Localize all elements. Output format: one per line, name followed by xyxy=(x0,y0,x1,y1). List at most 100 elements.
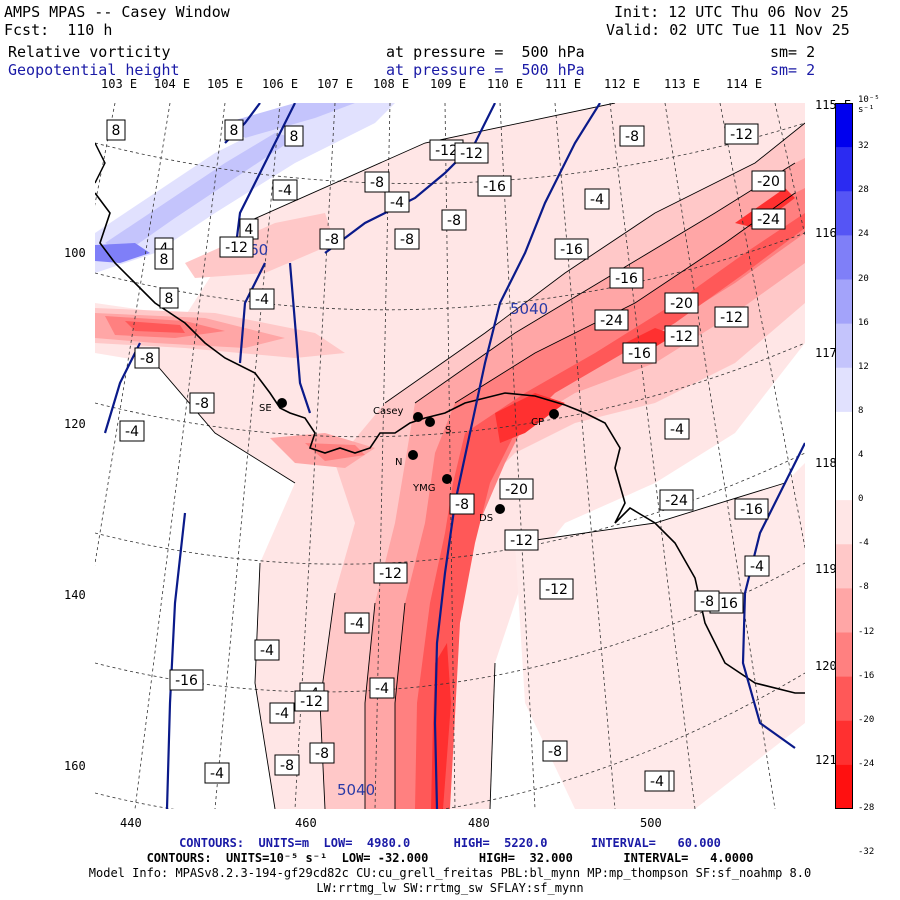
vorticity-label: -8 xyxy=(370,175,384,191)
colorbar-tick-label: 32 xyxy=(858,141,869,152)
vorticity-label: -4 xyxy=(260,643,274,659)
vorticity-label: -4 xyxy=(350,616,364,632)
vorticity-label: -4 xyxy=(590,192,604,208)
vorticity-label-box xyxy=(751,208,786,230)
colorbar-segment xyxy=(835,235,853,280)
vorticity-label-box xyxy=(694,590,720,612)
vorticity-label: -12 xyxy=(460,146,483,162)
colorbar-segment xyxy=(835,500,853,545)
vorticity-label: -16 xyxy=(740,502,763,518)
field2-level: at pressure = 500 hPa xyxy=(386,61,585,79)
coastline xyxy=(95,192,805,694)
vorticity-label: -16 xyxy=(175,673,198,689)
vorticity-label: -12 xyxy=(730,127,753,143)
station-label-se: SE xyxy=(259,403,272,414)
vorticity-label-box xyxy=(272,179,298,201)
vorticity-label: -8 xyxy=(140,351,154,367)
colorbar-tick-label: -32 xyxy=(858,847,875,858)
vorticity-label: -20 xyxy=(670,296,693,312)
vorticity-label-box xyxy=(189,392,215,414)
vorticity-label-box xyxy=(309,742,335,764)
station-label-ymg: YMG xyxy=(412,483,436,494)
station-dot xyxy=(425,417,435,427)
vorticity-label: -8 xyxy=(400,232,414,248)
colorbar-tick-label: 28 xyxy=(858,185,869,196)
colorbar-segment xyxy=(835,456,853,501)
lon-label: 111 E xyxy=(545,77,582,91)
colorbar-tick-label: 4 xyxy=(858,450,864,460)
vorticity-label-box xyxy=(154,248,174,270)
model-title: AMPS MPAS -- Casey Window xyxy=(4,3,230,21)
vorticity-label-box xyxy=(294,690,329,712)
vorticity-label-box xyxy=(751,170,786,192)
vorticity-label-box xyxy=(664,325,699,347)
vorticity-label: -4 xyxy=(375,681,389,697)
colorbar-tick-label: -12 xyxy=(858,626,875,637)
vorticity-label-box xyxy=(477,175,512,197)
vorticity-label: -4 xyxy=(278,183,292,199)
y-tick-120: 120 xyxy=(64,417,86,431)
vorticity-label: 8 xyxy=(230,123,239,139)
vorticity-label: -4 xyxy=(750,559,764,575)
station-label-ds: DS xyxy=(479,513,493,524)
colorbar-tick-label: 24 xyxy=(858,229,869,240)
vorticity-label-box xyxy=(659,489,694,511)
vorticity-label-box xyxy=(609,267,644,289)
field1-name: Relative vorticity xyxy=(8,43,171,61)
vorticity-label-box xyxy=(344,612,370,634)
colorbar-tick-label: 0 xyxy=(858,494,864,505)
height-contour xyxy=(233,103,296,254)
colorbar-segment xyxy=(835,411,853,457)
station-markers xyxy=(277,398,559,514)
lon-label: 107 E xyxy=(317,77,354,91)
vorticity-label-box xyxy=(542,740,568,762)
footer-vorticity-contours: CONTOURS: UNITS=10⁻⁵ s⁻¹ LOW= -32.000 HI… xyxy=(146,851,754,865)
height-contour xyxy=(238,262,266,364)
vorticity-label-box xyxy=(499,478,534,500)
vorticity-label: -4 xyxy=(125,424,139,440)
footer-physics: LW:rrtmg_lw SW:rrtmg_sw SFLAY:sf_mynn xyxy=(316,881,584,895)
vorticity-label: -12 xyxy=(300,694,323,710)
vorticity-label-box xyxy=(584,188,610,210)
vorticity-label-box xyxy=(249,288,275,310)
colorbar-segment xyxy=(835,676,853,722)
height-contour xyxy=(288,262,312,414)
vorticity-label: -8 xyxy=(700,594,714,610)
field2-name: Geopotential height xyxy=(8,61,180,79)
vorticity-label: -12 xyxy=(225,240,248,256)
height-label: 5040 xyxy=(337,781,375,799)
vorticity-label-box xyxy=(373,562,408,584)
height-contour xyxy=(165,512,187,809)
map-panel: Casey S CP N YMG DS SE 5160 5040 5040 88… xyxy=(95,103,805,809)
vorticity-label: -12 xyxy=(379,566,402,582)
vorticity-label: -16 xyxy=(628,346,651,362)
vorticity-label-box xyxy=(219,236,254,258)
height-contours xyxy=(103,103,805,809)
vorticity-label-box xyxy=(734,498,769,520)
lon-label: 113 E xyxy=(664,77,701,91)
vorticity-label-box xyxy=(449,493,475,515)
y-tick-100: 100 xyxy=(64,246,86,260)
colorbar-border xyxy=(835,103,853,809)
y-tick-140: 140 xyxy=(64,588,86,602)
colorbar-segment xyxy=(835,279,853,325)
lon-label: 108 E xyxy=(373,77,410,91)
vorticity-label: -4 xyxy=(210,766,224,782)
vorticity-label-box xyxy=(204,762,230,784)
vorticity-label: -12 xyxy=(510,533,533,549)
vorticity-label: -12 xyxy=(545,582,568,598)
vorticity-label-box xyxy=(254,639,280,661)
colorbar-segment xyxy=(835,147,853,192)
vorticity-label-box xyxy=(714,306,749,328)
x-tick-460: 460 xyxy=(295,816,317,830)
vorticity-label-box xyxy=(319,228,345,250)
vorticity-label: -4 xyxy=(650,774,664,790)
vorticity-label: -16 xyxy=(615,271,638,287)
vorticity-label: -8 xyxy=(548,744,562,760)
vorticity-label-box xyxy=(394,228,420,250)
colorbar-tick-label: 20 xyxy=(858,273,869,284)
vorticity-label-box xyxy=(169,669,204,691)
vorticity-label: -24 xyxy=(757,212,780,228)
vorticity-label-box xyxy=(664,292,699,314)
colorbar-unit: 10⁻⁵ s⁻¹ xyxy=(858,95,880,115)
